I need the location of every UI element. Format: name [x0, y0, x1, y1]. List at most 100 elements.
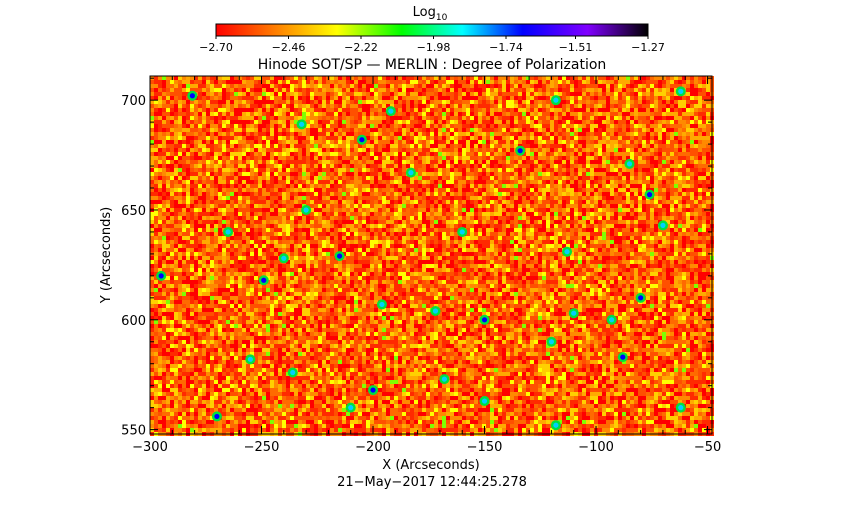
heatmap-cell — [166, 136, 170, 140]
heatmap-cell — [450, 144, 454, 148]
heatmap-cell — [622, 80, 626, 84]
heatmap-cell — [618, 208, 622, 212]
heatmap-cell — [562, 80, 566, 84]
heatmap-cell — [350, 100, 354, 104]
heatmap-cell — [418, 152, 422, 156]
heatmap-cell — [430, 100, 434, 104]
heatmap-cell — [174, 80, 178, 84]
heatmap-cell — [354, 148, 358, 152]
heatmap-cell — [586, 192, 590, 196]
heatmap-cell — [390, 132, 394, 136]
heatmap-cell — [210, 212, 214, 216]
heatmap-cell — [322, 172, 326, 176]
heatmap-cell — [582, 168, 586, 172]
heatmap-cell — [358, 204, 362, 208]
heatmap-cell — [334, 188, 338, 192]
heatmap-cell — [574, 124, 578, 128]
heatmap-cell — [286, 92, 290, 96]
heatmap-cell — [458, 184, 462, 188]
heatmap-cell — [598, 100, 602, 104]
heatmap-cell — [218, 76, 222, 80]
heatmap-cell — [366, 184, 370, 188]
heatmap-cell — [462, 152, 466, 156]
heatmap-cell — [422, 88, 426, 92]
heatmap-cell — [514, 112, 518, 116]
heatmap-cell — [630, 108, 634, 112]
heatmap-cell — [382, 144, 386, 148]
heatmap-cell — [510, 128, 514, 132]
heatmap-cell — [174, 84, 178, 88]
heatmap-cell — [462, 164, 466, 168]
heatmap-cell — [446, 176, 450, 180]
heatmap-cell — [458, 152, 462, 156]
heatmap-cell — [370, 124, 374, 128]
heatmap-cell — [430, 212, 434, 216]
heatmap-cell — [478, 136, 482, 140]
heatmap-cell — [382, 84, 386, 88]
heatmap-cell — [414, 124, 418, 128]
heatmap-cell — [330, 156, 334, 160]
heatmap-cell — [466, 80, 470, 84]
heatmap-cell — [430, 80, 434, 84]
heatmap-cell — [590, 104, 594, 108]
heatmap-cell — [418, 208, 422, 212]
heatmap-cell — [214, 192, 218, 196]
heatmap-cell — [310, 212, 314, 216]
heatmap-cell — [362, 152, 366, 156]
heatmap-cell — [474, 116, 478, 120]
heatmap-cell — [590, 124, 594, 128]
heatmap-cell — [302, 156, 306, 160]
heatmap-cell — [502, 156, 506, 160]
heatmap-cell — [562, 76, 566, 80]
heatmap-cell — [182, 196, 186, 200]
heatmap-cell — [606, 92, 610, 96]
heatmap-cell — [358, 168, 362, 172]
heatmap-cell — [342, 176, 346, 180]
heatmap-cell — [210, 120, 214, 124]
heatmap-cell — [186, 164, 190, 168]
heatmap-cell — [422, 152, 426, 156]
heatmap-cell — [626, 80, 630, 84]
heatmap-cell — [658, 112, 662, 116]
heatmap-cell — [650, 108, 654, 112]
heatmap-cell — [562, 92, 566, 96]
heatmap-cell — [430, 144, 434, 148]
heatmap-cell — [402, 120, 406, 124]
heatmap-cell — [466, 112, 470, 116]
heatmap-cell — [618, 212, 622, 216]
heatmap-cell — [522, 192, 526, 196]
heatmap-cell — [474, 84, 478, 88]
heatmap-cell — [242, 212, 246, 216]
heatmap-cell — [206, 88, 210, 92]
heatmap-cell — [498, 204, 502, 208]
heatmap-cell — [246, 144, 250, 148]
heatmap-cell — [662, 184, 666, 188]
heatmap-cell — [354, 80, 358, 84]
heatmap-cell — [546, 208, 550, 212]
heatmap-cell — [454, 116, 458, 120]
heatmap-cell — [174, 184, 178, 188]
heatmap-cell — [574, 164, 578, 168]
heatmap-cell — [610, 208, 614, 212]
heatmap-cell — [330, 128, 334, 132]
heatmap-cell — [338, 148, 342, 152]
heatmap-cell — [674, 188, 678, 192]
heatmap-cell — [258, 192, 262, 196]
heatmap-cell — [326, 152, 330, 156]
heatmap-cell — [370, 168, 374, 172]
heatmap-cell — [490, 88, 494, 92]
heatmap-cell — [554, 88, 558, 92]
heatmap-cell — [430, 208, 434, 212]
heatmap-cell — [702, 152, 706, 156]
heatmap-cell — [502, 204, 506, 208]
heatmap-cell — [634, 144, 638, 148]
heatmap-cell — [362, 76, 366, 80]
heatmap-cell — [206, 204, 210, 208]
heatmap-cell — [486, 88, 490, 92]
heatmap-cell — [506, 100, 510, 104]
heatmap-cell — [178, 136, 182, 140]
heatmap-cell — [474, 76, 478, 80]
heatmap-cell — [194, 156, 198, 160]
heatmap-cell — [254, 184, 258, 188]
heatmap-cell — [698, 76, 702, 80]
